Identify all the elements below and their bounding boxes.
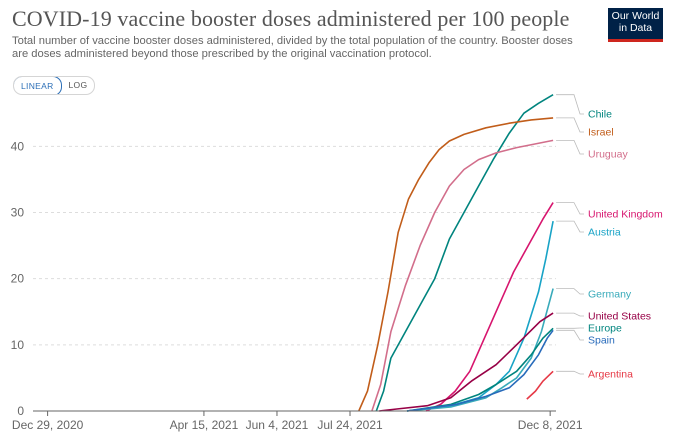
- series-line-austria: [406, 220, 554, 412]
- x-tick-label: Dec 8, 2021: [518, 418, 583, 432]
- y-tick-label: 0: [17, 404, 24, 418]
- series-label-spain: Spain: [588, 335, 615, 347]
- label-connector-israel: [556, 117, 584, 133]
- logo-accent-bar: [608, 39, 663, 42]
- series-lines: [358, 94, 554, 412]
- series-line-europe: [406, 327, 554, 412]
- series-line-spain: [406, 329, 554, 412]
- series-label-europe: Europe: [588, 323, 622, 335]
- label-connector-united-kingdom: [556, 202, 584, 215]
- series-line-chile: [375, 94, 554, 412]
- logo-line-1: Our World: [611, 10, 660, 22]
- label-connector-uruguay: [556, 140, 584, 155]
- series-line-israel: [358, 117, 554, 412]
- series-labels: Chile Israel Uruguay United Kingdom Austria G…: [556, 94, 663, 381]
- series-line-uruguay: [371, 139, 554, 412]
- label-connector-austria: [556, 220, 584, 233]
- x-tick-label: Jul 24, 2021: [317, 418, 383, 432]
- series-label-chile: Chile: [588, 109, 612, 121]
- series-line-argentina: [526, 370, 554, 400]
- label-connector-germany: [556, 288, 584, 295]
- series-label-germany: Germany: [588, 289, 632, 301]
- series-line-germany: [406, 288, 554, 412]
- logo-line-2: in Data: [618, 21, 653, 34]
- label-connector-argentina: [556, 370, 584, 375]
- scale-toggle[interactable]: LINEAR LOG: [13, 76, 96, 95]
- y-tick-label: 30: [11, 205, 25, 219]
- x-tick-label: Dec 29, 2020: [12, 418, 84, 432]
- series-label-united-kingdom: United Kingdom: [588, 209, 663, 221]
- y-tick-label: 10: [11, 338, 25, 352]
- chart-title: COVID-19 vaccine booster doses administe…: [12, 6, 570, 31]
- x-tick-label: Apr 15, 2021: [170, 418, 239, 432]
- series-label-israel: Israel: [588, 127, 614, 139]
- y-tick-label: 20: [11, 272, 25, 286]
- chart-subtitle: Total number of vaccine booster doses ad…: [12, 35, 573, 61]
- x-tick-label: Jun 4, 2021: [246, 418, 309, 432]
- series-label-united-states: United States: [588, 311, 651, 323]
- axes: 0 10 20 30 40 Dec 29, 2020 Apr 15, 2021 Jun 4, …: [11, 139, 583, 432]
- owid-logo[interactable]: Our World in Data: [608, 8, 663, 42]
- label-connector-chile: [556, 94, 584, 115]
- series-label-uruguay: Uruguay: [588, 149, 628, 161]
- series-label-argentina: Argentina: [588, 369, 633, 381]
- grid-lines: [33, 145, 556, 346]
- series-line-united-states: [379, 312, 554, 412]
- series-label-austria: Austria: [588, 227, 621, 239]
- series-line-united-kingdom: [425, 202, 554, 412]
- label-connector-spain: [556, 329, 584, 341]
- log-scale-button[interactable]: LOG: [68, 80, 88, 90]
- label-connector-united-states: [556, 312, 584, 317]
- linear-scale-button[interactable]: LINEAR: [14, 77, 62, 94]
- y-tick-label: 40: [11, 139, 25, 153]
